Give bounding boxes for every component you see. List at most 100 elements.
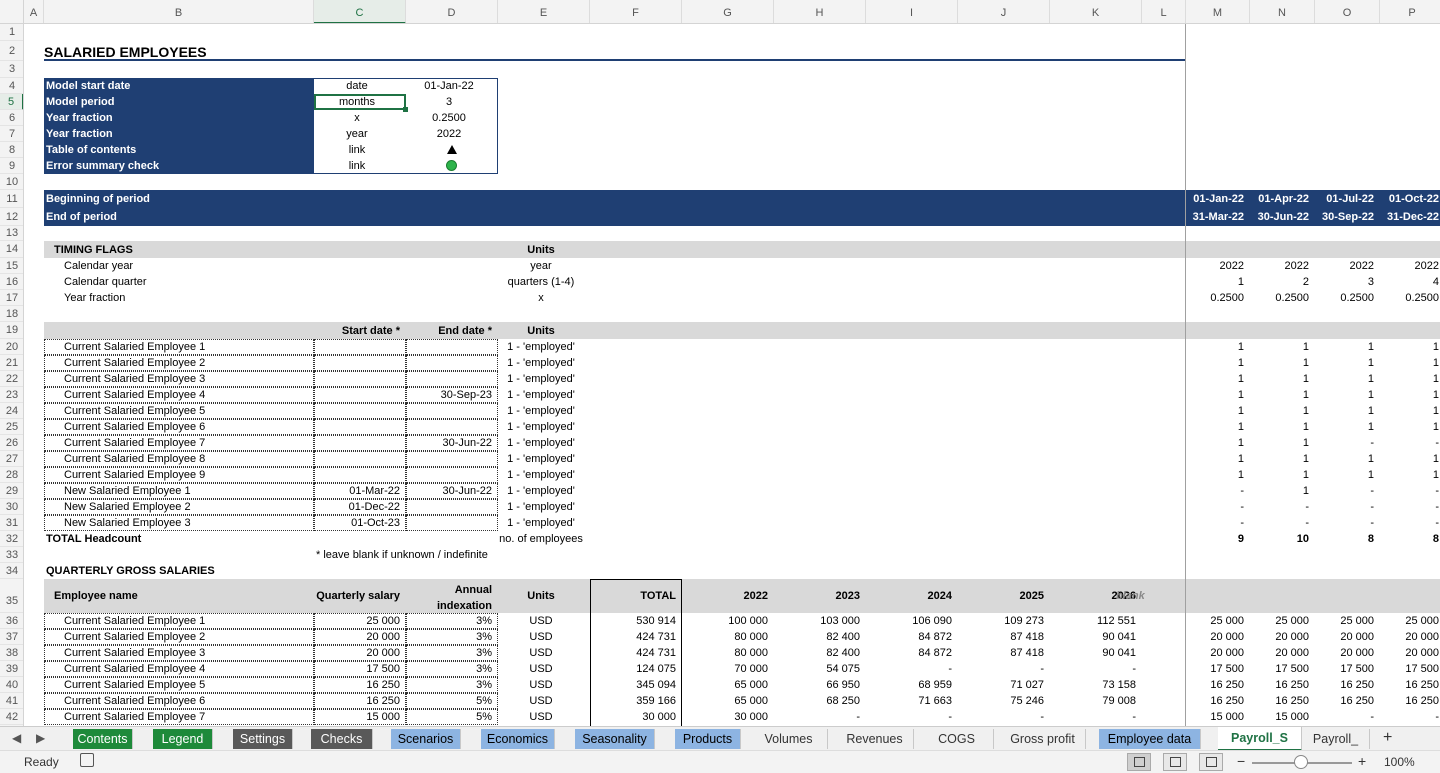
annual-indexation[interactable]: 3% [476, 631, 492, 643]
zoom-out-button[interactable]: − [1237, 753, 1246, 769]
row-header-21[interactable]: 21 [0, 355, 23, 371]
employee-end-date[interactable]: 30-Sep-23 [440, 389, 492, 401]
param-value[interactable]: 01-Jan-22 [424, 80, 474, 92]
next-sheet-icon[interactable]: ▶ [36, 731, 46, 745]
add-sheet-button[interactable]: + [1383, 729, 1393, 746]
prev-sheet-icon[interactable]: ◀ [12, 731, 22, 745]
employee-name[interactable]: Current Salaried Employee 1 [64, 341, 206, 353]
param-value[interactable]: 2022 [436, 128, 462, 140]
row-header-27[interactable]: 27 [0, 451, 23, 467]
row-header-33[interactable]: 33 [0, 547, 23, 563]
row-header-11[interactable]: 11 [0, 190, 23, 208]
sheet-tab-contents[interactable]: Contents [73, 729, 133, 749]
row-header-10[interactable]: 10 [0, 174, 23, 190]
zoom-in-button[interactable]: + [1358, 753, 1367, 769]
annual-indexation[interactable]: 3% [476, 679, 492, 691]
quarterly-salary[interactable]: 17 500 [366, 663, 400, 675]
employee-name[interactable]: Current Salaried Employee 7 [64, 711, 206, 723]
quarterly-salary[interactable]: 15 000 [366, 711, 400, 723]
row-header-9[interactable]: 9 [0, 158, 23, 174]
employee-name[interactable]: Current Salaried Employee 7 [64, 437, 206, 449]
sheet-tab-volumes[interactable]: Volumes [750, 729, 828, 749]
quarterly-salary[interactable]: 25 000 [366, 615, 400, 627]
row-header-34[interactable]: 34 [0, 563, 23, 579]
row-header-5[interactable]: 5 [0, 94, 23, 110]
employee-start-date[interactable]: 01-Oct-23 [351, 517, 400, 529]
param-value[interactable]: 3 [445, 96, 453, 108]
sheet-tab-products[interactable]: Products [675, 729, 741, 749]
employee-end-date[interactable]: 30-Jun-22 [442, 437, 492, 449]
zoom-slider-handle[interactable] [1294, 755, 1308, 769]
employee-name[interactable]: New Salaried Employee 2 [64, 501, 191, 513]
accessibility-icon[interactable] [80, 753, 94, 767]
quarterly-salary[interactable]: 16 250 [366, 679, 400, 691]
column-header-o[interactable]: O [1315, 0, 1380, 23]
row-header-35[interactable]: 35 [0, 579, 23, 613]
quarterly-salary[interactable]: 20 000 [366, 647, 400, 659]
employee-start-date[interactable]: 01-Dec-22 [348, 501, 400, 513]
row-header-8[interactable]: 8 [0, 142, 23, 158]
sheet-tab-employee-data[interactable]: Employee data [1099, 729, 1201, 749]
row-header-28[interactable]: 28 [0, 467, 23, 483]
param-value[interactable]: 0.2500 [432, 112, 466, 124]
employee-end-date[interactable]: 30-Jun-22 [442, 485, 492, 497]
employee-name[interactable]: New Salaried Employee 1 [64, 485, 191, 497]
row-header-29[interactable]: 29 [0, 483, 23, 499]
row-header-30[interactable]: 30 [0, 499, 23, 515]
row-header-39[interactable]: 39 [0, 661, 23, 677]
row-header-13[interactable]: 13 [0, 226, 23, 241]
column-header-h[interactable]: H [774, 0, 866, 23]
row-header-31[interactable]: 31 [0, 515, 23, 531]
employee-name[interactable]: Current Salaried Employee 8 [64, 453, 206, 465]
row-header-20[interactable]: 20 [0, 339, 23, 355]
column-header-a[interactable]: A [24, 0, 44, 23]
row-header-42[interactable]: 42 [0, 709, 23, 725]
employee-name[interactable]: Current Salaried Employee 3 [64, 373, 206, 385]
row-header-19[interactable]: 19 [0, 322, 23, 339]
column-header-j[interactable]: J [958, 0, 1050, 23]
row-header-15[interactable]: 15 [0, 258, 23, 274]
row-header-6[interactable]: 6 [0, 110, 23, 126]
row-header-25[interactable]: 25 [0, 419, 23, 435]
column-header-i[interactable]: I [866, 0, 958, 23]
employee-name[interactable]: Current Salaried Employee 1 [64, 615, 206, 627]
employee-name[interactable]: Current Salaried Employee 3 [64, 647, 206, 659]
column-header-f[interactable]: F [590, 0, 682, 23]
sheet-tab-payroll-[interactable]: Payroll_ [1302, 729, 1370, 749]
sheet-tab-seasonality[interactable]: Seasonality [575, 729, 655, 749]
annual-indexation[interactable]: 3% [476, 647, 492, 659]
page-layout-button[interactable] [1163, 753, 1187, 771]
row-header-14[interactable]: 14 [0, 241, 23, 258]
page-break-button[interactable] [1199, 753, 1223, 771]
column-header-p[interactable]: P [1380, 0, 1440, 23]
row-header-4[interactable]: 4 [0, 78, 23, 94]
employee-name[interactable]: Current Salaried Employee 4 [64, 663, 206, 675]
annual-indexation[interactable]: 3% [476, 663, 492, 675]
column-header-l[interactable]: L [1142, 0, 1186, 23]
employee-name[interactable]: Current Salaried Employee 2 [64, 631, 206, 643]
employee-name[interactable]: Current Salaried Employee 2 [64, 357, 206, 369]
row-header-7[interactable]: 7 [0, 126, 23, 142]
column-header-d[interactable]: D [406, 0, 498, 23]
sheet-tab-gross-profit[interactable]: Gross profit [1000, 729, 1086, 749]
row-header-41[interactable]: 41 [0, 693, 23, 709]
column-header-m[interactable]: M [1186, 0, 1250, 23]
sheet-tab-revenues[interactable]: Revenues [836, 729, 914, 749]
sheet-tab-scenarios[interactable]: Scenarios [391, 729, 461, 749]
annual-indexation[interactable]: 5% [476, 695, 492, 707]
employee-name[interactable]: Current Salaried Employee 4 [64, 389, 206, 401]
row-header-40[interactable]: 40 [0, 677, 23, 693]
table-of-contents-link-icon[interactable] [447, 145, 457, 154]
column-header-c[interactable]: C [314, 0, 406, 23]
sheet-tab-checks[interactable]: Checks [311, 729, 373, 749]
column-header-g[interactable]: G [682, 0, 774, 23]
row-header-16[interactable]: 16 [0, 274, 23, 290]
column-header-k[interactable]: K [1050, 0, 1142, 23]
annual-indexation[interactable]: 3% [476, 615, 492, 627]
quarterly-salary[interactable]: 16 250 [366, 695, 400, 707]
row-header-24[interactable]: 24 [0, 403, 23, 419]
row-header-2[interactable]: 2 [0, 41, 23, 61]
row-header-38[interactable]: 38 [0, 645, 23, 661]
row-header-23[interactable]: 23 [0, 387, 23, 403]
annual-indexation[interactable]: 5% [476, 711, 492, 723]
